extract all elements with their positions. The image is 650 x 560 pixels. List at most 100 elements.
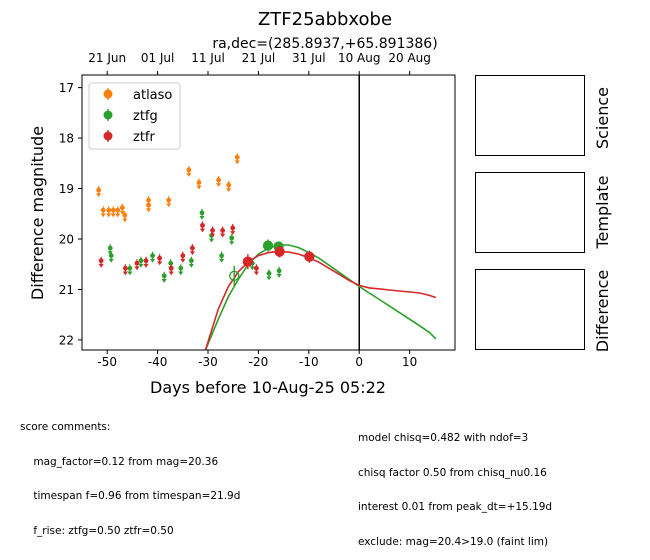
upper-limit-arrow-ztfr [180, 258, 186, 263]
upper-limit-marker-ztfg [229, 235, 235, 241]
comment-line: model chisq=0.482 with ndof=3 [358, 432, 529, 444]
comment-line: timespan f=0.96 from timespan=21.9d [20, 490, 241, 502]
template-label: Template [593, 175, 612, 249]
top-tick-label: 20 Aug [388, 51, 431, 65]
detection-point-ztfr [242, 256, 253, 267]
upper-limit-marker-ztfr [189, 245, 195, 251]
upper-limit-arrow-ztfg [229, 241, 235, 245]
upper-limit-marker-ztfr [210, 228, 215, 233]
x-tick-label: -40 [148, 355, 168, 369]
upper-limit-arrow-ztfg [199, 215, 205, 220]
upper-limit-arrow-ztfr [98, 263, 104, 268]
top-tick-label: 21 Jun [88, 51, 126, 65]
detection-point-ztfr [304, 251, 315, 262]
upper-limit-arrow-ztfg [208, 238, 215, 243]
upper-limit-arrow-ztfr [143, 263, 149, 268]
upper-limit-marker-ztfg [150, 253, 155, 259]
upper-limit-marker-ztfg [188, 258, 194, 264]
detection-point-ztfr [274, 246, 285, 257]
upper-limit-marker-ztfg [276, 268, 282, 274]
legend-box [88, 82, 181, 150]
upper-limit-marker-ztfg [138, 258, 144, 264]
upper-limit-arrow-ztfr [122, 271, 128, 276]
upper-limit-arrow-ztfg [178, 271, 184, 276]
figure-canvas: ZTF25abbxobe ra,dec=(285.8937,+65.891386… [28, 9, 612, 397]
upper-limit-arrow-ztfr [134, 266, 140, 271]
upper-limit-arrow-ztfr [168, 271, 174, 276]
legend-label-ztfg: ztfg [133, 109, 158, 124]
x-tick-label: -30 [198, 355, 218, 369]
comment-line: interest 0.01 from peak_dt=+15.19d [358, 501, 553, 513]
upper-limit-arrow-ztfg [138, 263, 144, 268]
x-axis-label: Days before 10-Aug-25 05:22 [150, 378, 386, 397]
upper-limit-marker-ztfg [161, 273, 167, 279]
top-tick-label: 11 Jul [191, 51, 225, 65]
upper-limit-marker-atlaso [216, 177, 221, 183]
upper-limit-marker-atlaso [166, 197, 172, 203]
upper-limit-arrow-atlaso [110, 213, 116, 218]
upper-limit-arrow-atlaso [234, 160, 240, 165]
legend-label-atlaso: atlaso [133, 88, 172, 103]
comment-line: f_rise: ztfg=0.50 ztfr=0.50 [20, 524, 174, 537]
legend-marker-ztfr [103, 131, 113, 141]
upper-limit-arrow-ztfg [249, 266, 255, 271]
upper-limit-marker-atlaso [106, 207, 112, 213]
score-comments: score comments: mag_factor=0.12 from mag… [20, 399, 240, 549]
upper-limit-marker-atlaso [186, 167, 192, 173]
upper-limit-arrow-ztfr [220, 233, 226, 238]
detection-point-ztfg [229, 270, 240, 281]
upper-limit-arrow-ztfr [253, 271, 260, 276]
upper-limit-marker-atlaso [122, 212, 128, 218]
upper-limit-marker-ztfr [168, 265, 174, 271]
upper-limit-marker-ztfr [98, 258, 104, 264]
comment-line: score comments: [20, 421, 111, 433]
upper-limit-arrow-atlaso [115, 213, 121, 218]
top-tick-label: 21 Jul [242, 51, 276, 65]
comment-line: chisq factor 0.50 from chisq_nu0.16 [358, 466, 547, 479]
science-panel [475, 75, 585, 156]
upper-limit-arrow-ztfg [149, 258, 156, 263]
x-tick-label: -50 [97, 355, 117, 369]
upper-limit-arrow-atlaso [100, 213, 106, 218]
y-tick-label: 20 [59, 232, 74, 246]
upper-limit-arrow-ztfr [230, 231, 236, 235]
comment-line: mag_factor=0.12 from mag=20.36 [20, 455, 219, 468]
upper-limit-arrow-ztfg [276, 273, 282, 278]
top-tick-label: 10 Aug [338, 51, 381, 65]
plot-clipped-layer [96, 75, 437, 350]
upper-limit-marker-ztfr [230, 225, 236, 231]
upper-limit-arrow-atlaso [119, 210, 125, 215]
upper-limit-marker-ztfr [134, 260, 140, 266]
y-tick-label: 17 [59, 81, 74, 95]
y-tick-label: 18 [59, 132, 74, 146]
upper-limit-marker-atlaso [119, 205, 125, 211]
y-tick-label: 21 [59, 283, 74, 297]
upper-limit-arrow-atlaso [106, 213, 112, 218]
upper-limit-marker-ztfr [220, 228, 226, 233]
upper-limit-arrow-atlaso [122, 218, 128, 223]
x-tick-label: 10 [402, 355, 417, 369]
comment-line: exclude: mag=20.4>19.0 (faint lim) [358, 535, 549, 548]
upper-limit-marker-ztfg [168, 260, 174, 266]
y-tick-label: 22 [59, 333, 74, 347]
upper-limit-arrow-atlaso [96, 193, 102, 198]
model-comments: model chisq=0.482 with ndof=3 chisq fact… [358, 410, 552, 560]
template-panel [475, 172, 585, 253]
detection-point-ztfg [262, 240, 274, 251]
upper-limit-marker-ztfg [107, 245, 113, 251]
upper-limit-marker-atlaso [115, 207, 121, 213]
upper-limit-arrow-ztfr [189, 251, 195, 256]
upper-limit-marker-ztfr [180, 253, 186, 259]
upper-limit-marker-atlaso [146, 202, 151, 208]
upper-limit-arrow-ztfg [108, 258, 114, 263]
upper-limit-marker-ztfg [266, 270, 272, 276]
difference-panel [475, 269, 585, 350]
difference-label: Difference [593, 270, 612, 352]
model-curve-ztfg [204, 244, 437, 350]
upper-limit-arrow-ztfg [266, 276, 272, 281]
chart-subtitle: ra,dec=(285.8937,+65.891386) [212, 36, 437, 52]
legend-marker-ztfg [103, 110, 113, 120]
upper-limit-marker-atlaso [226, 182, 232, 188]
upper-limit-marker-atlaso [234, 154, 240, 160]
upper-limit-arrow-ztfg [127, 271, 133, 276]
